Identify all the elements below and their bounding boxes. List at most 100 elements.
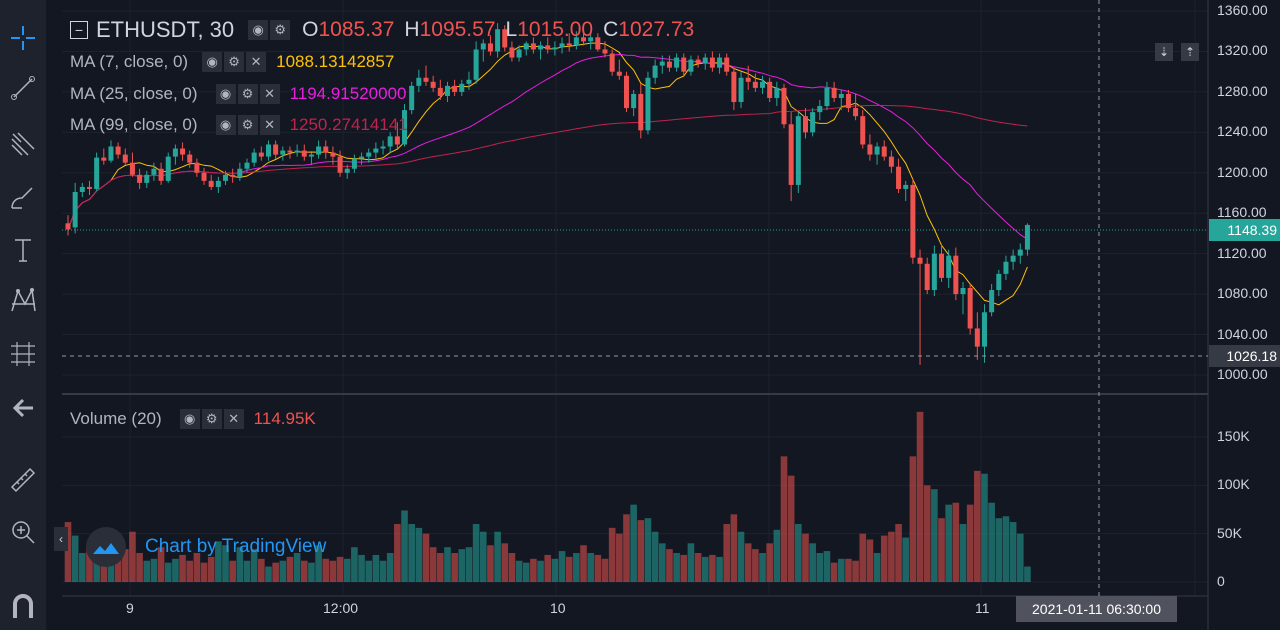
volume-label: Volume (20) (70, 409, 162, 428)
candle-body (215, 180, 221, 187)
candle-body (502, 29, 508, 48)
candle-body (409, 85, 415, 111)
candle-body (294, 150, 300, 153)
candle-body (967, 288, 973, 329)
ruler-icon[interactable] (3, 462, 43, 498)
candle-body (702, 57, 708, 64)
last-price-tag: 1148.39 (1209, 219, 1280, 241)
trend-line-icon[interactable] (3, 70, 43, 106)
candle-body (559, 43, 565, 48)
eye-icon[interactable]: ◉ (179, 409, 200, 429)
candle-body (638, 93, 644, 131)
candle-body (874, 146, 880, 155)
gear-icon[interactable]: ⚙ (237, 115, 258, 135)
text-icon[interactable] (3, 232, 43, 268)
time-tick-label: 9 (126, 600, 134, 616)
brush-icon[interactable] (3, 180, 43, 216)
tradingview-watermark[interactable]: Chart by TradingView (86, 527, 326, 567)
volume-bar (444, 547, 451, 582)
candle-body (122, 154, 128, 163)
close-icon[interactable]: ✕ (246, 52, 267, 72)
candle-body (473, 49, 479, 80)
collapse-icon[interactable]: − (70, 21, 88, 39)
volume-bar (394, 524, 401, 582)
candle-body (351, 158, 357, 169)
candle-body (165, 156, 171, 181)
candle-body (552, 47, 558, 50)
magnet-icon[interactable] (3, 588, 43, 624)
candle-body (946, 255, 952, 278)
volume-bar (250, 549, 258, 582)
candle-body (860, 116, 866, 145)
volume-bar (286, 556, 294, 582)
candle-body (79, 186, 85, 192)
close-icon[interactable]: ✕ (259, 115, 280, 135)
candle-body (781, 87, 787, 125)
candle-body (652, 65, 658, 78)
candle-body (65, 223, 71, 230)
back-arrow-icon[interactable] (3, 390, 43, 426)
candle-body (917, 257, 923, 264)
eye-icon[interactable]: ◉ (215, 115, 236, 135)
candle-body (337, 156, 343, 173)
candle-body (595, 37, 601, 50)
close-icon[interactable]: ✕ (223, 409, 244, 429)
collapse-arrow-icon[interactable]: ‹ (54, 527, 68, 551)
zoom-in-icon[interactable] (3, 514, 43, 550)
candle-body (881, 146, 887, 157)
volume-bar (372, 554, 380, 582)
volume-bar (902, 537, 910, 582)
volume-tick-label: 100K (1217, 476, 1250, 493)
volume-bar (200, 562, 208, 582)
drawing-toolbar (0, 0, 46, 630)
volume-bar (644, 518, 652, 582)
symbol-legend: − ETHUSDT, 30 ◉ ⚙ O 1085.37 H 1095.57 L 101… (70, 17, 694, 43)
gear-icon[interactable]: ⚙ (201, 409, 222, 429)
close-label: C (603, 18, 619, 41)
candle-body (573, 37, 579, 46)
eye-icon[interactable]: ◉ (248, 20, 269, 40)
volume-bar (565, 556, 573, 582)
gear-icon[interactable]: ⚙ (224, 52, 245, 72)
candle-body (509, 47, 515, 58)
eye-icon[interactable]: ◉ (215, 84, 236, 104)
volume-bar (272, 562, 279, 582)
candle-body (953, 255, 959, 295)
volume-bar (458, 549, 466, 582)
candle-body (287, 150, 293, 153)
eye-icon[interactable]: ◉ (202, 52, 223, 72)
pitchfork-icon[interactable] (3, 126, 43, 162)
candle-body (402, 110, 408, 145)
scroll-down-icon[interactable]: ⇣ (1155, 43, 1173, 61)
candle-body (924, 263, 930, 291)
volume-bar (129, 531, 136, 582)
ma25-label: MA (25, close, 0) (70, 84, 198, 103)
volume-bar (293, 553, 301, 582)
gear-icon[interactable]: ⚙ (270, 20, 291, 40)
candle-body (817, 106, 823, 113)
crosshair-icon[interactable] (3, 20, 43, 56)
volume-bar (802, 533, 809, 582)
ma25-value: 1194.91520000 (289, 84, 407, 103)
volume-bar (752, 549, 759, 582)
scroll-up-icon[interactable]: ⇡ (1181, 43, 1199, 61)
close-icon[interactable]: ✕ (259, 84, 280, 104)
candle-body (931, 253, 937, 291)
candle-body (480, 43, 486, 50)
volume-bar (1016, 533, 1024, 582)
gear-icon[interactable]: ⚙ (237, 84, 258, 104)
candle-body (495, 29, 501, 52)
candle-body (1017, 249, 1023, 256)
volume-bar (616, 533, 623, 582)
pattern-icon[interactable] (3, 282, 43, 318)
volume-bar (121, 549, 129, 582)
volume-bar (429, 547, 437, 582)
open-label: O (302, 18, 319, 41)
candle-body (194, 162, 200, 173)
candle-body (788, 124, 794, 185)
symbol-label: ETHUSDT, 30 (96, 17, 235, 42)
volume-bar (515, 560, 523, 582)
volume-bar (780, 456, 788, 582)
measure-icon[interactable] (3, 336, 43, 372)
candle-body (158, 168, 164, 181)
